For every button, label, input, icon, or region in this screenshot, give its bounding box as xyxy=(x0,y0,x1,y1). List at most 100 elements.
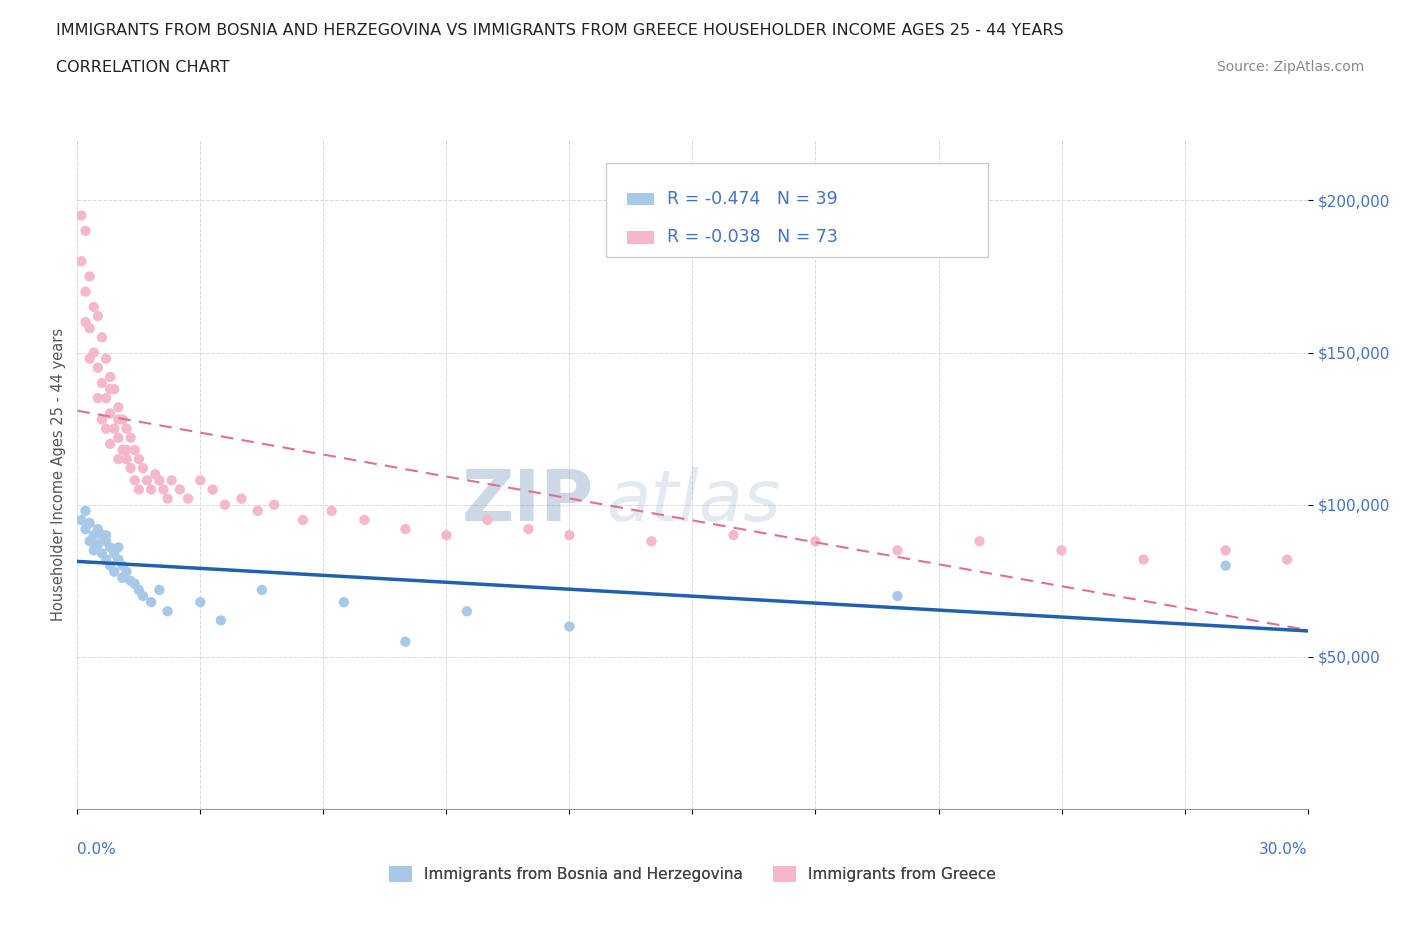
Point xyxy=(94,421,117,436)
Point xyxy=(90,527,114,542)
Point xyxy=(169,482,191,497)
Point xyxy=(79,352,101,366)
Point xyxy=(1215,543,1237,558)
Point xyxy=(98,406,121,421)
Point xyxy=(75,522,97,537)
Text: ZIP: ZIP xyxy=(461,467,595,536)
Point xyxy=(111,558,134,573)
Point xyxy=(120,431,142,445)
Point xyxy=(115,443,138,458)
Point xyxy=(188,473,212,488)
Point xyxy=(70,254,93,269)
Point xyxy=(136,473,159,488)
Point xyxy=(231,491,253,506)
Point xyxy=(90,546,114,561)
Point xyxy=(1275,552,1298,567)
Y-axis label: Householder Income Ages 25 - 44 years: Householder Income Ages 25 - 44 years xyxy=(51,327,66,621)
Point xyxy=(75,285,97,299)
Point xyxy=(141,482,163,497)
Text: R = -0.474   N = 39: R = -0.474 N = 39 xyxy=(666,190,838,208)
Point xyxy=(75,314,97,329)
Text: atlas: atlas xyxy=(606,467,780,536)
Point xyxy=(209,613,232,628)
Point xyxy=(128,582,150,597)
FancyBboxPatch shape xyxy=(606,163,988,257)
Text: IMMIGRANTS FROM BOSNIA AND HERZEGOVINA VS IMMIGRANTS FROM GREECE HOUSEHOLDER INC: IMMIGRANTS FROM BOSNIA AND HERZEGOVINA V… xyxy=(56,23,1064,38)
Point xyxy=(886,543,908,558)
Point xyxy=(70,208,93,223)
Point xyxy=(353,512,375,527)
Point xyxy=(87,537,110,551)
Point xyxy=(94,552,117,567)
Point xyxy=(1132,552,1154,567)
Point xyxy=(1050,543,1073,558)
Point xyxy=(1215,558,1237,573)
Text: Source: ZipAtlas.com: Source: ZipAtlas.com xyxy=(1216,60,1364,74)
Point xyxy=(87,360,110,375)
Point xyxy=(83,543,105,558)
Point xyxy=(90,330,114,345)
Text: R = -0.038   N = 73: R = -0.038 N = 73 xyxy=(666,229,838,246)
Point xyxy=(436,527,458,542)
Point xyxy=(201,482,224,497)
Point xyxy=(83,345,105,360)
Point xyxy=(111,412,134,427)
Text: 30.0%: 30.0% xyxy=(1260,842,1308,857)
Point xyxy=(333,594,356,609)
Point xyxy=(107,452,129,467)
Point xyxy=(87,391,110,405)
Point xyxy=(98,369,121,384)
Point xyxy=(83,527,105,542)
FancyBboxPatch shape xyxy=(627,193,654,206)
Point xyxy=(141,594,163,609)
Point xyxy=(107,412,129,427)
Point xyxy=(132,460,155,475)
Point xyxy=(98,558,121,573)
Point xyxy=(120,460,142,475)
Point xyxy=(558,619,581,634)
Point xyxy=(969,534,991,549)
Point xyxy=(107,552,129,567)
Point xyxy=(160,473,183,488)
Point xyxy=(115,452,138,467)
Point xyxy=(263,498,285,512)
Point xyxy=(79,515,101,530)
Point xyxy=(152,482,174,497)
Point xyxy=(107,540,129,555)
Point xyxy=(456,604,478,618)
Point xyxy=(94,391,117,405)
Point xyxy=(886,589,908,604)
Point xyxy=(394,634,416,649)
Point xyxy=(124,473,146,488)
Point xyxy=(246,503,269,518)
Point xyxy=(103,565,125,579)
Point xyxy=(103,381,125,396)
Point xyxy=(156,491,179,506)
Text: CORRELATION CHART: CORRELATION CHART xyxy=(56,60,229,75)
Point xyxy=(98,381,121,396)
Point xyxy=(394,522,416,537)
Point xyxy=(143,467,166,482)
FancyBboxPatch shape xyxy=(627,231,654,244)
Point xyxy=(177,491,200,506)
Point xyxy=(75,223,97,238)
Point xyxy=(94,352,117,366)
Point xyxy=(128,482,150,497)
Point xyxy=(111,570,134,585)
Point xyxy=(148,473,170,488)
Point xyxy=(804,534,827,549)
Point xyxy=(98,540,121,555)
Legend: Immigrants from Bosnia and Herzegovina, Immigrants from Greece: Immigrants from Bosnia and Herzegovina, … xyxy=(382,860,1002,888)
Point xyxy=(124,443,146,458)
Point xyxy=(120,574,142,589)
Point xyxy=(94,534,117,549)
Point xyxy=(79,534,101,549)
Point xyxy=(87,522,110,537)
Point xyxy=(148,582,170,597)
Point xyxy=(214,498,236,512)
Point xyxy=(558,527,581,542)
Point xyxy=(124,577,146,591)
Point xyxy=(156,604,179,618)
Point xyxy=(79,269,101,284)
Point xyxy=(132,589,155,604)
